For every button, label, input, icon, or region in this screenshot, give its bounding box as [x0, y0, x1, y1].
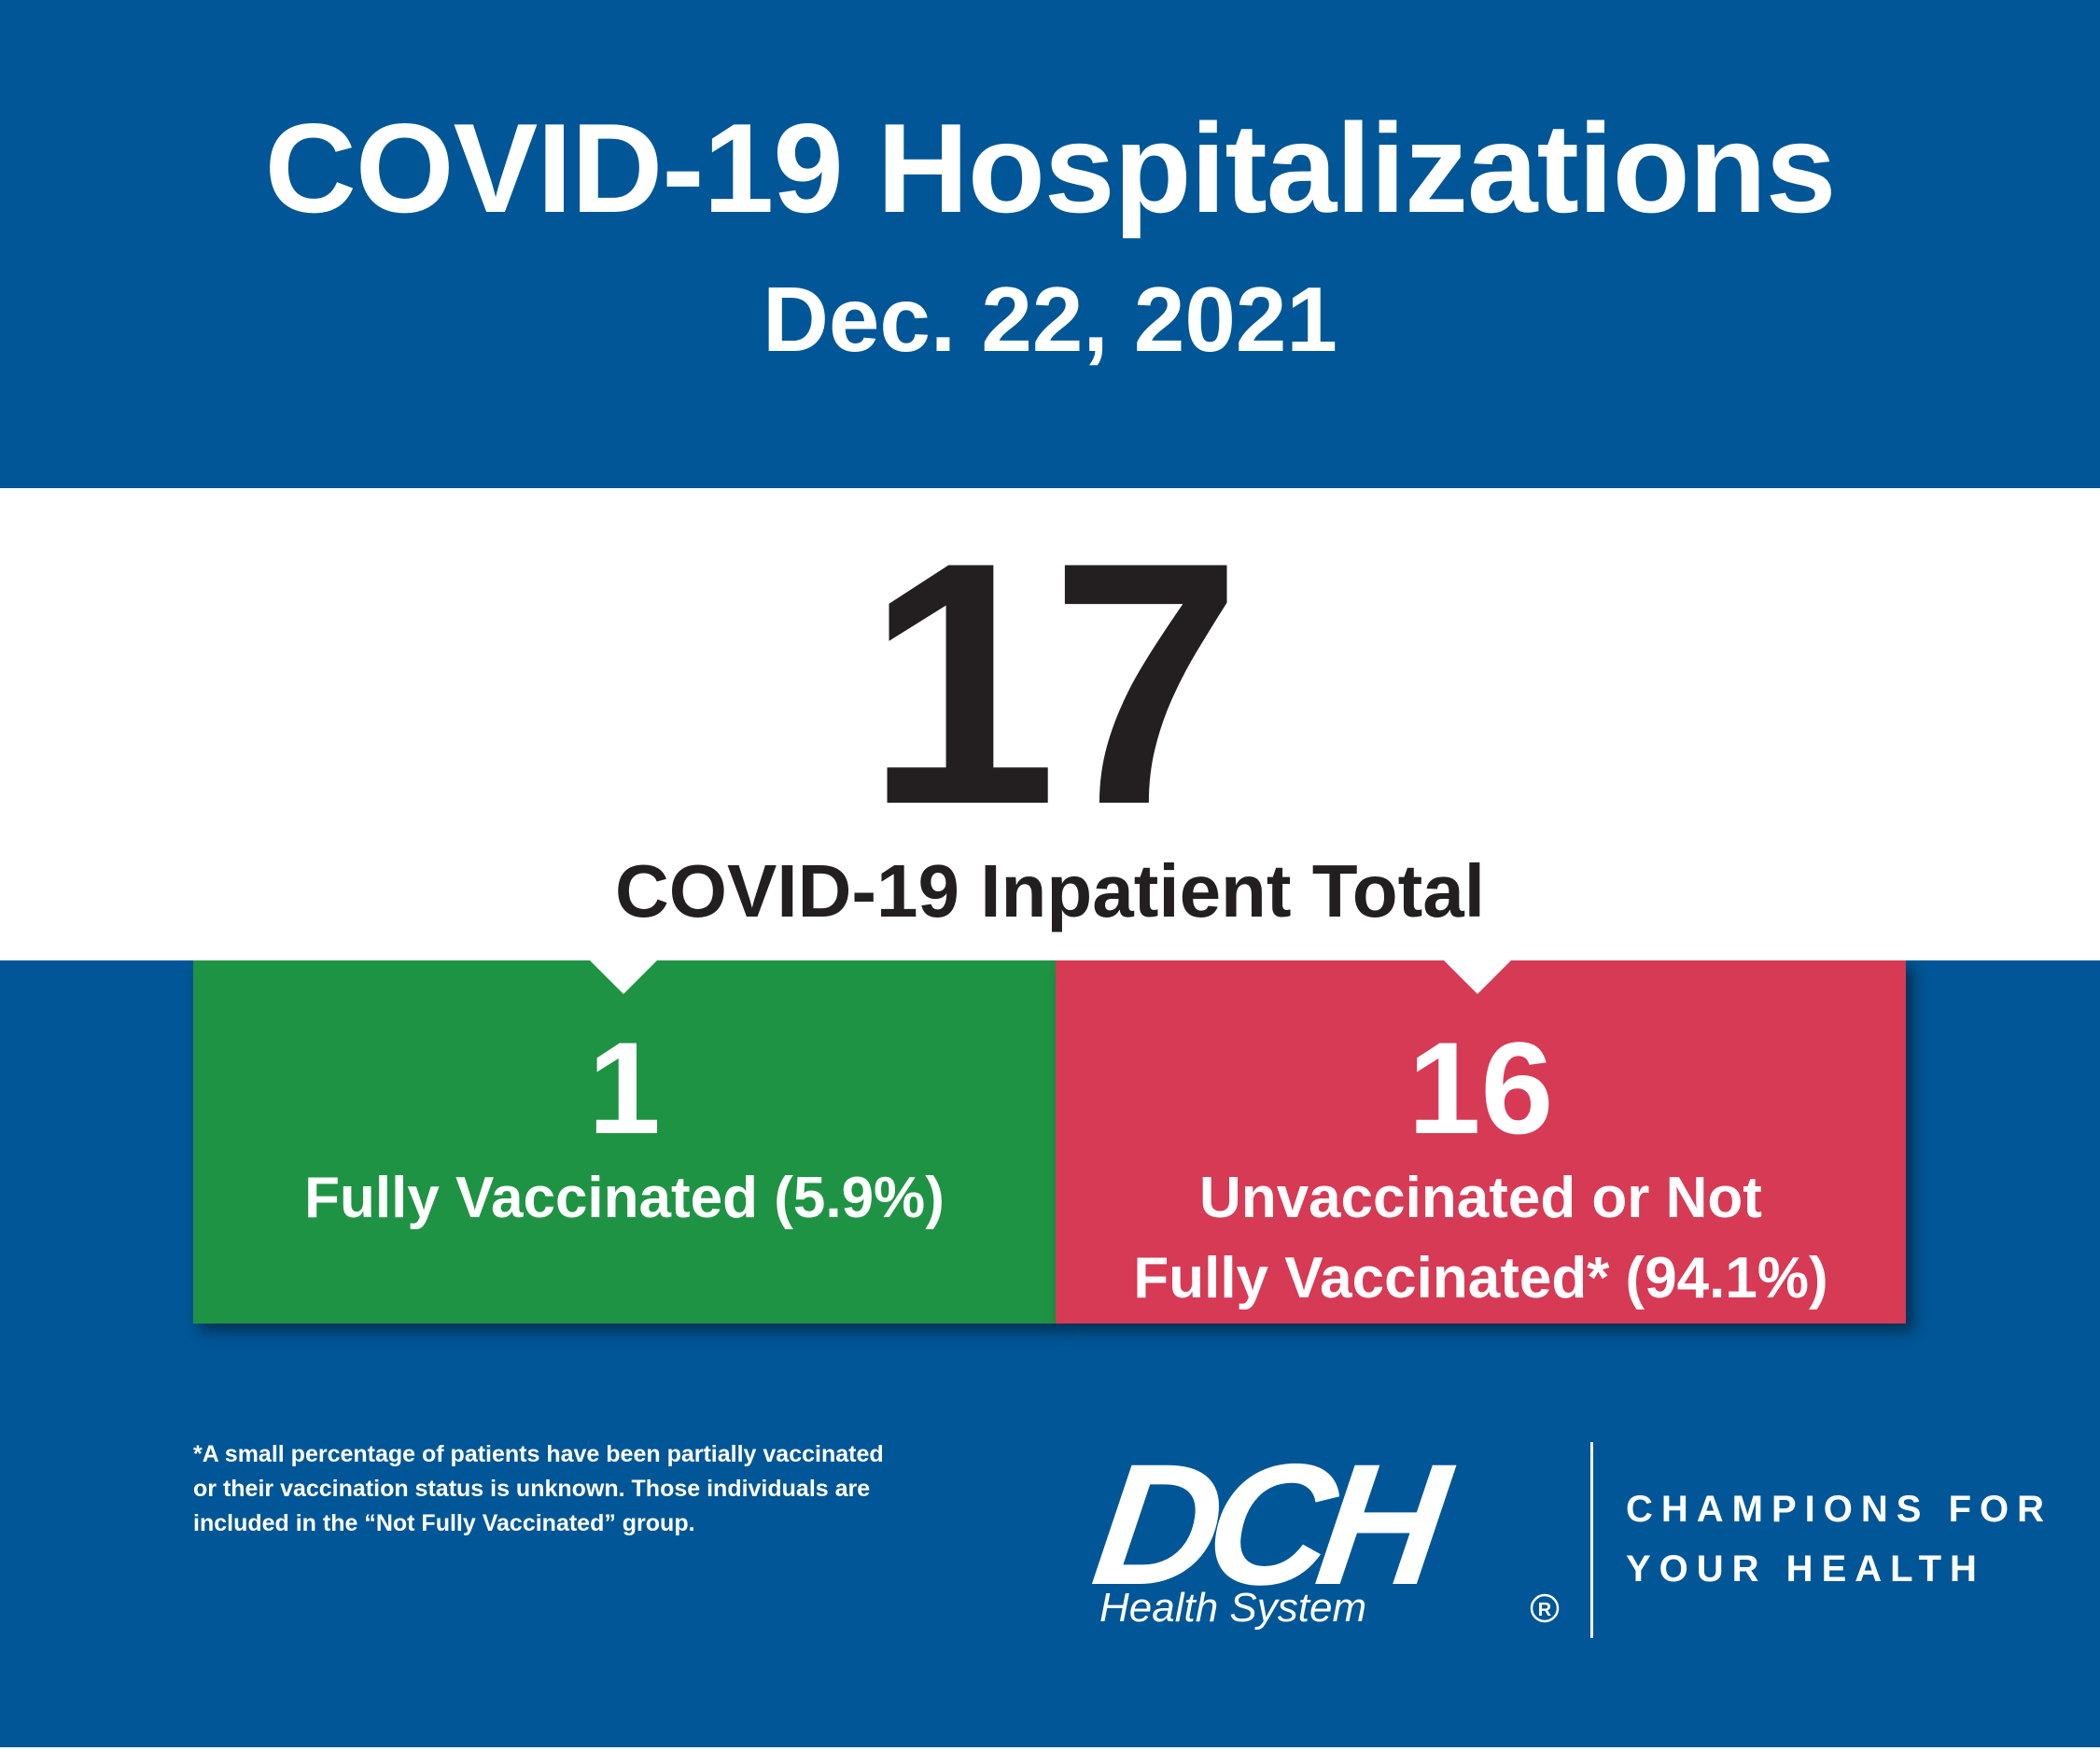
registered-mark-icon — [1530, 1593, 1560, 1623]
vaccinated-label-text: Fully Vaccinated (5.9%) — [304, 1166, 945, 1230]
unvaccinated-label-line1: Unvaccinated or Not — [1199, 1166, 1762, 1230]
logo-subtitle: Health System — [1099, 1585, 1366, 1631]
vaccinated-box: 1 Fully Vaccinated (5.9%) — [193, 960, 1056, 1324]
vaccinated-label: Fully Vaccinated (5.9%) — [193, 1158, 1056, 1239]
total-panel — [0, 488, 2100, 960]
pointer-vaccinated — [590, 960, 657, 994]
total-count: 17 — [865, 491, 1242, 876]
total-label: COVID-19 Inpatient Total — [615, 849, 1485, 932]
logo-divider — [1590, 1442, 1593, 1638]
report-date: Dec. 22, 2021 — [763, 268, 1337, 371]
footnote-line3: included in the “Not Fully Vaccinated” g… — [193, 1510, 695, 1536]
footnote-line2: or their vaccination status is unknown. … — [193, 1476, 871, 1502]
unvaccinated-label-line2: Fully Vaccinated* (94.1%) — [1133, 1246, 1828, 1310]
unvaccinated-count: 16 — [1407, 1015, 1554, 1161]
vaccinated-count: 1 — [588, 1015, 661, 1161]
logo-registered: R — [1538, 1600, 1552, 1620]
unvaccinated-label: Unvaccinated or Not Fully Vaccinated* (9… — [1056, 1158, 1906, 1319]
bottom-border — [0, 1747, 2100, 1751]
tagline-line1: CHAMPIONS FOR — [1626, 1489, 2052, 1530]
footnote: *A small percentage of patients have bee… — [193, 1437, 1033, 1541]
footnote-line1: *A small percentage of patients have bee… — [193, 1441, 884, 1467]
unvaccinated-box: 16 Unvaccinated or Not Fully Vaccinated*… — [1056, 960, 1906, 1324]
pointer-unvaccinated — [1444, 960, 1511, 994]
logo-letters: DCH — [1092, 1442, 1463, 1621]
tagline-line2: YOUR HEALTH — [1626, 1548, 1985, 1590]
page-title: COVID-19 Hospitalizations — [264, 97, 1837, 239]
tagline: CHAMPIONS FOR YOUR HEALTH — [1626, 1479, 2052, 1599]
dch-logo: DCH Health System R — [1092, 1442, 1560, 1631]
